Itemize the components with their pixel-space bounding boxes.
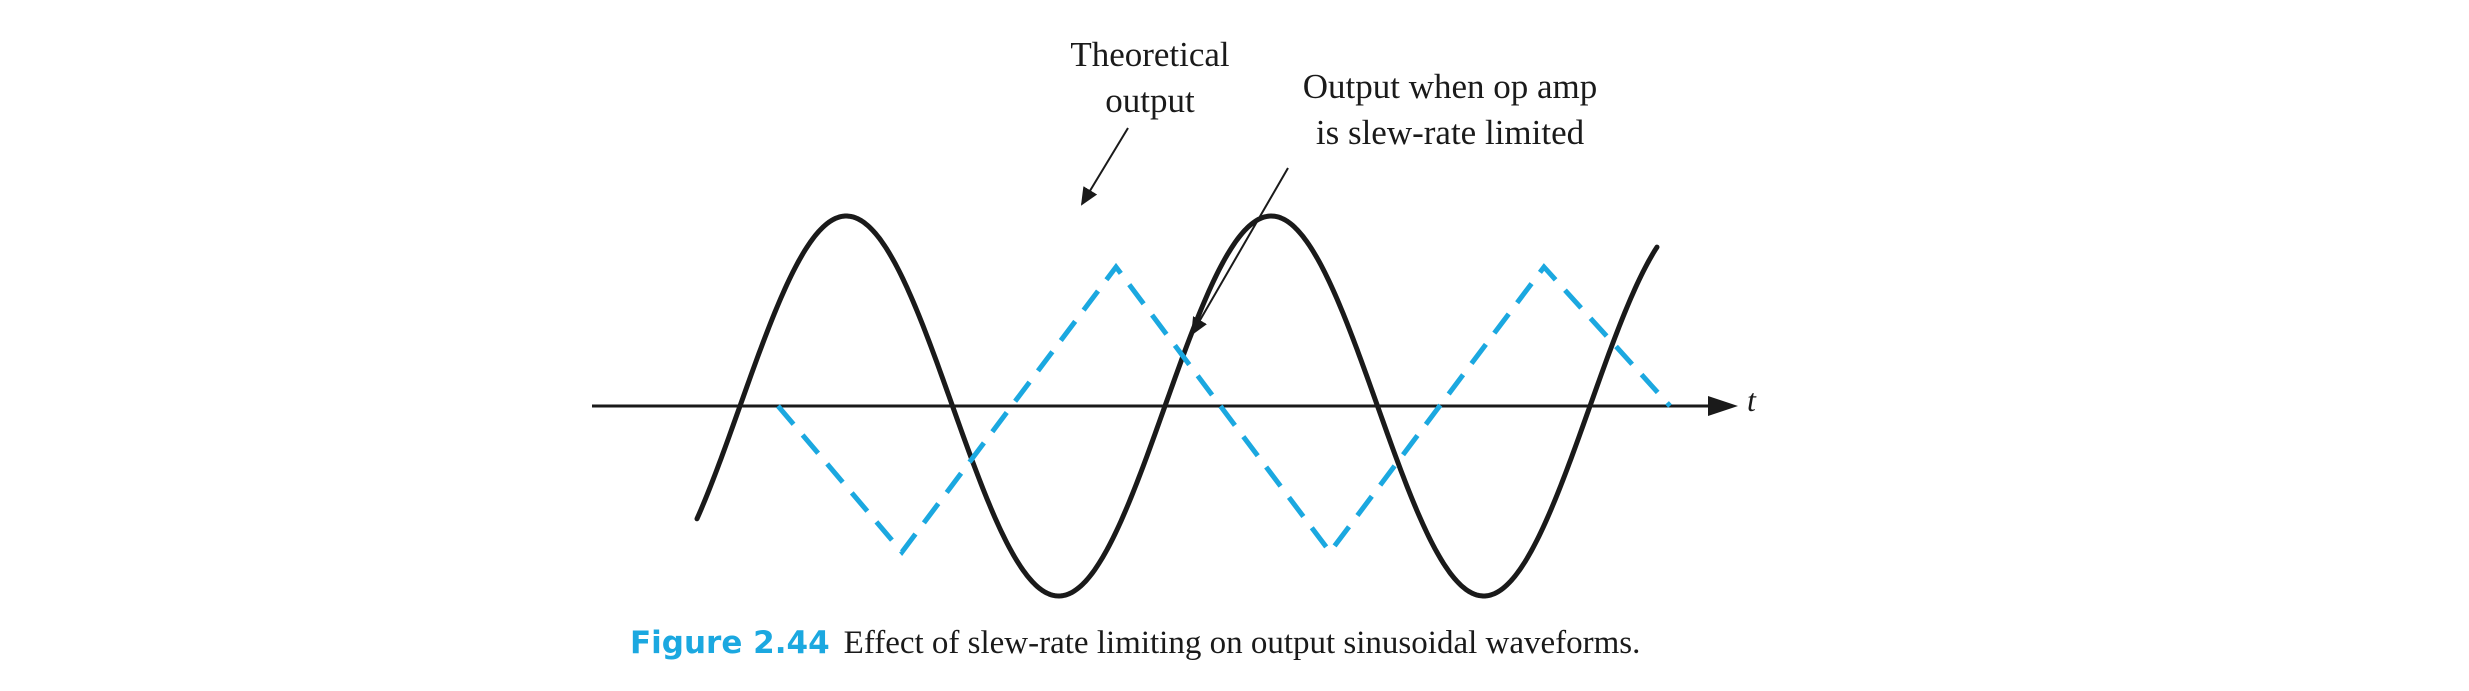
slew-limited-output-label: Output when op amp is slew-rate limited — [1190, 64, 1710, 156]
figure-caption-text: Effect of slew-rate limiting on output s… — [843, 625, 1641, 661]
theoretical-output-label: Theoretical output — [950, 32, 1350, 124]
theoretical-label-line2: output — [1105, 81, 1195, 120]
time-axis-label: t — [1747, 382, 1756, 418]
figure-caption: Figure 2.44 Effect of slew-rate limiting … — [630, 625, 2030, 662]
time-axis-arrowhead — [1708, 396, 1738, 416]
slew-rate-limited-output-wave — [776, 262, 1672, 557]
slew-label-line1: Output when op amp — [1302, 67, 1598, 106]
theoretical-output-wave — [694, 213, 1660, 599]
theoretical-label-line1: Theoretical — [1070, 35, 1230, 74]
figure-number: Figure 2.44 — [630, 625, 830, 661]
slew-leader-arrow — [1190, 167, 1289, 336]
slew-label-line2: is slew-rate limited — [1315, 113, 1585, 152]
theoretical-leader-arrow — [1080, 127, 1129, 206]
